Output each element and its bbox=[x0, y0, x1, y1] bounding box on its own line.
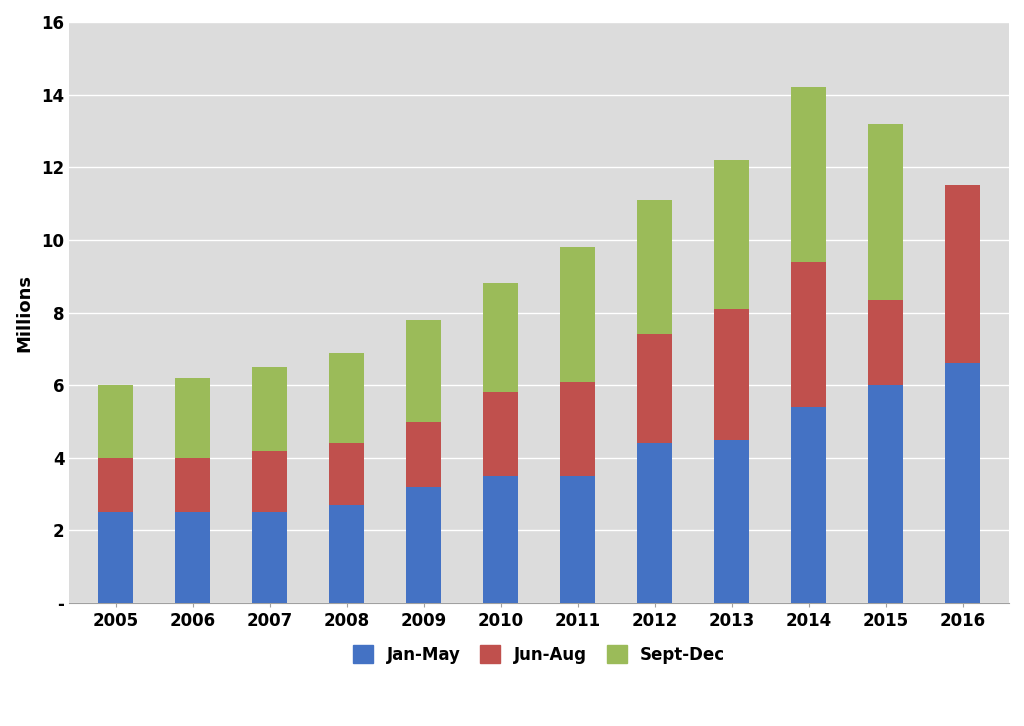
Bar bbox=[637, 200, 672, 335]
Bar bbox=[715, 309, 749, 440]
Bar bbox=[330, 353, 364, 444]
Bar bbox=[792, 407, 826, 603]
Legend: Jan-May, Jun-Aug, Sept-Dec: Jan-May, Jun-Aug, Sept-Dec bbox=[346, 639, 732, 670]
Bar bbox=[330, 444, 364, 505]
Bar bbox=[330, 505, 364, 603]
Bar bbox=[715, 160, 749, 309]
Bar bbox=[637, 335, 672, 444]
Bar bbox=[175, 458, 210, 513]
Bar bbox=[252, 451, 287, 513]
Bar bbox=[483, 283, 518, 393]
Bar bbox=[407, 320, 441, 422]
Bar bbox=[560, 382, 595, 476]
Bar bbox=[945, 185, 980, 364]
Bar bbox=[98, 458, 133, 513]
Bar bbox=[407, 487, 441, 603]
Bar bbox=[483, 476, 518, 603]
Bar bbox=[560, 476, 595, 603]
Bar bbox=[945, 364, 980, 603]
Bar bbox=[560, 247, 595, 382]
Bar bbox=[252, 513, 287, 603]
Bar bbox=[715, 440, 749, 603]
Bar bbox=[175, 378, 210, 458]
Bar bbox=[792, 261, 826, 407]
Bar bbox=[98, 513, 133, 603]
Bar bbox=[175, 513, 210, 603]
Bar bbox=[98, 386, 133, 458]
Bar bbox=[407, 422, 441, 487]
Bar bbox=[792, 87, 826, 261]
Bar bbox=[637, 444, 672, 603]
Bar bbox=[868, 123, 903, 300]
Bar bbox=[868, 300, 903, 386]
Y-axis label: Millions: Millions bbox=[15, 274, 33, 351]
Bar bbox=[868, 386, 903, 603]
Bar bbox=[252, 367, 287, 451]
Bar bbox=[483, 393, 518, 476]
